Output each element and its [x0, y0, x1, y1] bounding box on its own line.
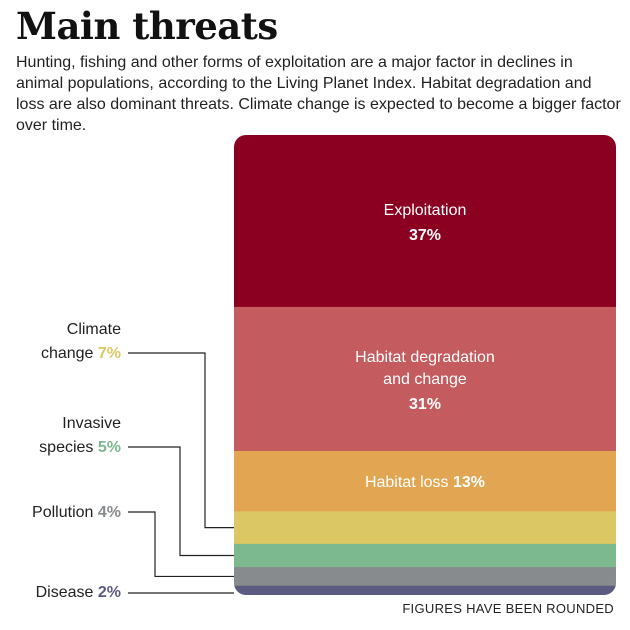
side-value-climate-change: 7% — [98, 345, 121, 362]
side-label-climate-change-line-1: Climate — [67, 321, 121, 338]
rounding-footnote: FIGURES HAVE BEEN ROUNDED — [402, 601, 614, 616]
side-label-disease: Disease 2% — [36, 584, 121, 601]
side-value-invasive-species: 5% — [98, 439, 121, 456]
bar-segment-exploitation — [234, 135, 616, 308]
segment-value-exploitation: 37% — [409, 227, 441, 244]
bar-segment-disease — [234, 585, 616, 595]
side-label-invasive-species-line-1: Invasive — [62, 415, 121, 432]
segment-value-habitat-degradation-and-change: 31% — [409, 396, 441, 413]
bar-segment-climate-change — [234, 511, 616, 545]
bar-segment-pollution — [234, 567, 616, 587]
leader-line-climate-change — [128, 352, 234, 529]
side-label-invasive-species-line-2: species 5% — [39, 439, 121, 456]
segment-label-habitat-degradation-and-change-line-1: Habitat degradation — [355, 349, 495, 366]
side-label-pollution: Pollution 4% — [32, 504, 121, 521]
side-value-disease: 2% — [98, 584, 121, 601]
side-label-climate-change-line-2: change 7% — [41, 345, 121, 362]
bar-segment-habitat-degradation-and-change — [234, 306, 616, 452]
segment-label-exploitation-line-1: Exploitation — [384, 202, 467, 219]
bar-segment-invasive-species — [234, 543, 616, 568]
segment-label-habitat-degradation-and-change-line-2: and change — [383, 371, 467, 388]
leader-line-invasive-species — [128, 446, 234, 557]
side-value-pollution: 4% — [98, 504, 121, 521]
leader-line-pollution — [128, 511, 234, 578]
segment-value-habitat-loss: 13% — [453, 474, 485, 491]
chart-title: Main threats — [16, 4, 278, 48]
chart-subtitle: Hunting, fishing and other forms of expl… — [16, 54, 621, 134]
segment-label-habitat-loss: Habitat loss 13% — [365, 474, 485, 491]
bar-segment-habitat-loss — [234, 450, 616, 512]
